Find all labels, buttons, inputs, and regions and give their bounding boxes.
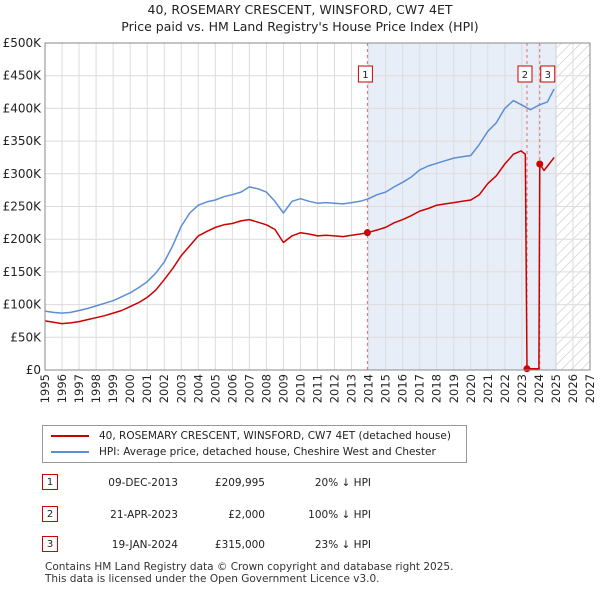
y-tick-label: £300K [3, 167, 43, 181]
x-tick-label: 2026 [566, 374, 580, 403]
x-tick-label: 1999 [106, 374, 120, 403]
y-tick-label: £450K [3, 69, 43, 83]
transaction-hpi-diff: 100% ↓ HPI [308, 509, 371, 521]
x-tick-label: 2003 [174, 374, 188, 403]
legend-item-hpi: HPI: Average price, detached house, Ches… [51, 444, 436, 460]
legend-swatch-hpi [51, 451, 89, 453]
x-tick-label: 2004 [191, 374, 205, 403]
x-tick-label: 2006 [225, 374, 239, 403]
series-line-hpi [44, 88, 555, 314]
sale-marker-badge [540, 65, 556, 83]
sale-marker-badge [517, 65, 533, 83]
transaction-number-badge: 3 [42, 536, 58, 552]
legend-label-hpi: HPI: Average price, detached house, Ches… [99, 446, 436, 458]
x-tick-label: 2000 [123, 374, 137, 403]
x-tick-label: 2018 [430, 374, 444, 403]
x-tick-label: 2002 [157, 374, 171, 403]
transaction-price: £315,000 [214, 539, 265, 551]
x-tick-label: 2001 [140, 374, 154, 403]
y-tick-label: £150K [3, 265, 43, 279]
x-tick-label: 2022 [498, 374, 512, 403]
x-tick-label: 2011 [311, 374, 325, 403]
transaction-date: 09-DEC-2013 [108, 477, 178, 489]
x-tick-label: 2005 [208, 374, 222, 403]
chart-title-address: 40, ROSEMARY CRESCENT, WINSFORD, CW7 4ET [147, 2, 453, 17]
sale-point [363, 229, 371, 237]
price-chart: £0 £50K £100K £150K £200K £250K £300K £350K £400… [3, 36, 597, 403]
footer-copyright: Contains HM Land Registry data © Crown c… [45, 561, 454, 573]
y-tick-label: £250K [3, 200, 43, 214]
transaction-hpi-diff: 23% ↓ HPI [314, 539, 371, 551]
transaction-number-badge: 1 [42, 474, 58, 490]
y-tick-label: £350K [3, 134, 43, 148]
plot-border [44, 42, 591, 371]
y-tick-label: £50K [10, 330, 42, 344]
transaction-number-badge: 2 [42, 506, 58, 522]
x-tick-label: 1998 [89, 374, 103, 403]
x-tick-label: 2009 [276, 374, 290, 403]
x-tick-label: 1995 [38, 374, 52, 403]
x-tick-label: 2021 [481, 374, 495, 403]
legend-swatch-property [51, 435, 89, 437]
chart-legend: 40, ROSEMARY CRESCENT, WINSFORD, CW7 4ET… [42, 425, 467, 463]
sale-marker-badge-label: 3 [545, 70, 551, 81]
sale-marker-badge-label: 2 [522, 70, 528, 81]
x-tick-label: 1997 [72, 374, 86, 403]
chart-title-subtitle: Price paid vs. HM Land Registry's House … [121, 19, 479, 34]
transaction-price: £209,995 [214, 477, 265, 489]
y-tick-label: £400K [3, 101, 43, 115]
transaction-row: 3 19-JAN-2024 £315,000 23% ↓ HPI [0, 535, 600, 555]
x-tick-label: 2013 [345, 374, 359, 403]
x-tick-label: 1996 [55, 374, 69, 403]
transaction-date: 21-APR-2023 [110, 509, 178, 521]
sale-marker-badge [357, 65, 373, 83]
legend-label-property: 40, ROSEMARY CRESCENT, WINSFORD, CW7 4ET… [99, 430, 451, 442]
x-tick-label: 2020 [464, 374, 478, 403]
y-tick-label: £0 [26, 363, 41, 377]
x-tick-label: 2015 [379, 374, 393, 403]
series-line-property [44, 150, 555, 370]
transaction-price: £2,000 [228, 509, 265, 521]
x-tick-label: 2016 [396, 374, 410, 403]
x-tick-label: 2023 [515, 374, 529, 403]
x-tick-label: 2012 [328, 374, 342, 403]
transaction-hpi-diff: 20% ↓ HPI [314, 477, 371, 489]
sale-point [523, 365, 531, 373]
x-tick-label: 2024 [532, 374, 546, 403]
transaction-date: 19-JAN-2024 [111, 539, 178, 551]
x-tick-label: 2008 [259, 374, 273, 403]
x-tick-label: 2017 [413, 374, 427, 403]
sale-marker-badge-label: 1 [362, 70, 368, 81]
x-tick-label: 2007 [242, 374, 256, 403]
y-tick-label: £200K [3, 232, 43, 246]
x-tick-label: 2025 [549, 374, 563, 403]
y-tick-label: £500K [3, 36, 43, 50]
transaction-row: 1 09-DEC-2013 £209,995 20% ↓ HPI [0, 473, 600, 493]
x-tick-label: 2019 [447, 374, 461, 403]
x-tick-label: 2010 [293, 374, 307, 403]
y-tick-label: £100K [3, 298, 43, 312]
footer-licence: This data is licensed under the Open Gov… [45, 573, 380, 585]
x-tick-label: 2027 [583, 374, 597, 403]
sale-point [536, 160, 544, 168]
x-tick-label: 2014 [362, 374, 376, 403]
transaction-row: 2 21-APR-2023 £2,000 100% ↓ HPI [0, 505, 600, 525]
legend-item-property: 40, ROSEMARY CRESCENT, WINSFORD, CW7 4ET… [51, 428, 451, 444]
